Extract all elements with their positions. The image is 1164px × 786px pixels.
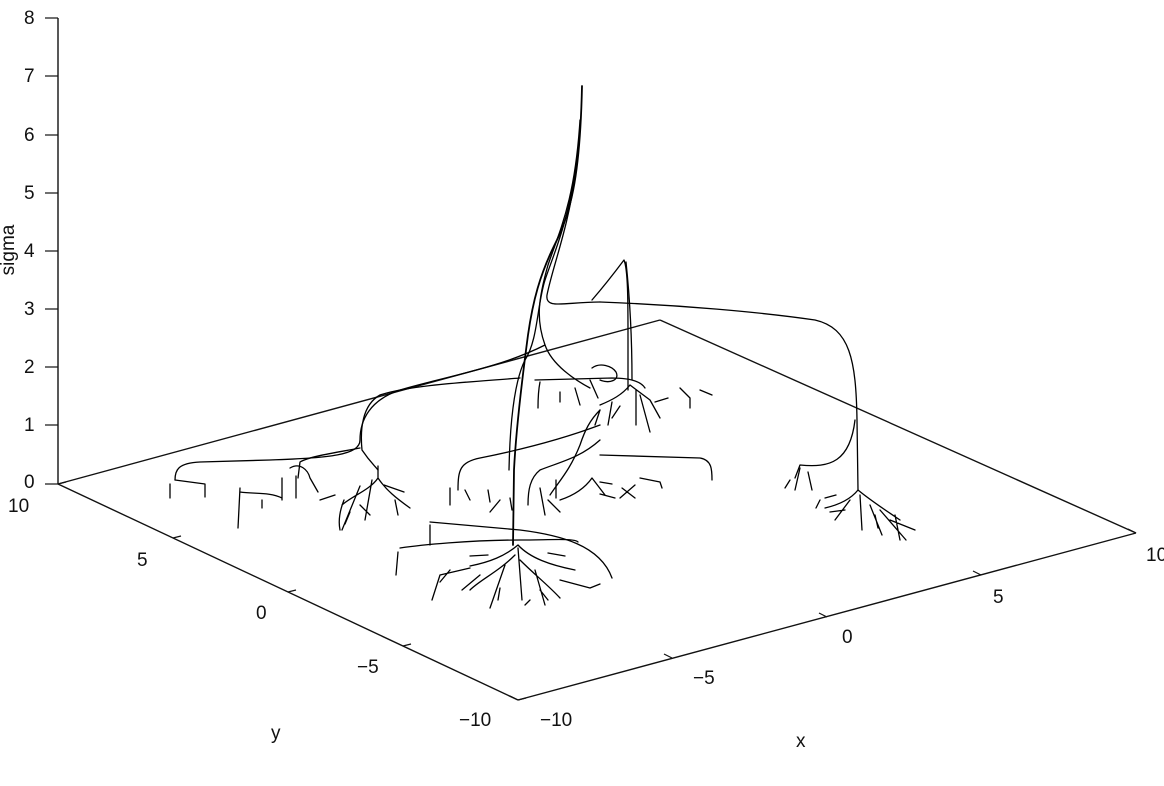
left-sweep-2 — [360, 377, 521, 471]
y-tick-minus10: −10 — [459, 710, 491, 731]
x-axis: −10 −5 0 5 10 x — [509, 528, 1164, 752]
z-tick-0: 0 — [24, 472, 35, 493]
z-tick-5: 5 — [24, 183, 35, 204]
main-trunk-strand-3 — [508, 149, 579, 471]
cluster-bottom — [431, 544, 601, 609]
x-tick-0: 0 — [842, 627, 853, 648]
y-tick-minus5: −5 — [357, 657, 379, 678]
x-axis-label: x — [796, 731, 806, 752]
y-axis-label: y — [271, 723, 281, 744]
right-arc — [599, 301, 859, 491]
upper-cluster-left — [537, 381, 541, 409]
mid-branch-3 — [599, 454, 713, 481]
upper-right-cluster-top — [534, 377, 646, 389]
scale-space-tree — [174, 85, 859, 579]
mid-branch-1 — [457, 424, 601, 491]
cluster-center — [449, 477, 663, 516]
x-tick-minus10: −10 — [540, 710, 572, 731]
floor-box — [57, 319, 1137, 701]
right-arc-inner — [794, 419, 856, 479]
x-tick-minus5: −5 — [693, 668, 715, 689]
lower-cluster-bar-3 — [395, 551, 399, 576]
main-trunk-strand-4 — [546, 169, 601, 305]
z-tick-2: 2 — [24, 357, 35, 378]
y-axis: 10 5 0 −5 −10 y — [8, 481, 527, 744]
second-peak — [591, 259, 629, 391]
main-trunk-strand-2 — [538, 119, 591, 389]
root-clusters — [169, 379, 916, 609]
cluster-left-center — [319, 465, 411, 531]
left-sweep — [174, 344, 546, 481]
mid-branch-4 — [549, 409, 601, 496]
lower-cluster-bar-1 — [429, 521, 613, 579]
z-tick-6: 6 — [24, 125, 35, 146]
mid-branch-2 — [527, 439, 601, 506]
y-tick-10: 10 — [8, 496, 29, 517]
z-tick-8: 8 — [24, 8, 35, 29]
cluster-right — [784, 467, 916, 541]
z-tick-7: 7 — [24, 66, 35, 87]
second-peak-stem — [625, 261, 633, 381]
main-trunk — [512, 85, 583, 546]
floor-back-edge — [57, 319, 661, 485]
y-tick-0: 0 — [256, 603, 267, 624]
cluster-far-left — [169, 465, 319, 529]
x-tick-10: 10 — [1146, 545, 1164, 566]
y-tick-5: 5 — [137, 550, 148, 571]
left-sweep-3 — [297, 447, 361, 479]
x-tick-5: 5 — [993, 587, 1004, 608]
upper-cluster-loop — [591, 364, 618, 383]
z-tick-1: 1 — [24, 415, 35, 436]
z-axis-label: sigma — [0, 224, 19, 275]
cluster-upper — [559, 379, 713, 433]
z-tick-4: 4 — [24, 241, 35, 262]
lower-cluster-bar-2 — [399, 538, 579, 549]
z-tick-3: 3 — [24, 299, 35, 320]
z-axis: 8 7 6 5 4 3 2 1 0 sigma — [0, 8, 59, 493]
floor-right-edge — [659, 319, 1137, 534]
